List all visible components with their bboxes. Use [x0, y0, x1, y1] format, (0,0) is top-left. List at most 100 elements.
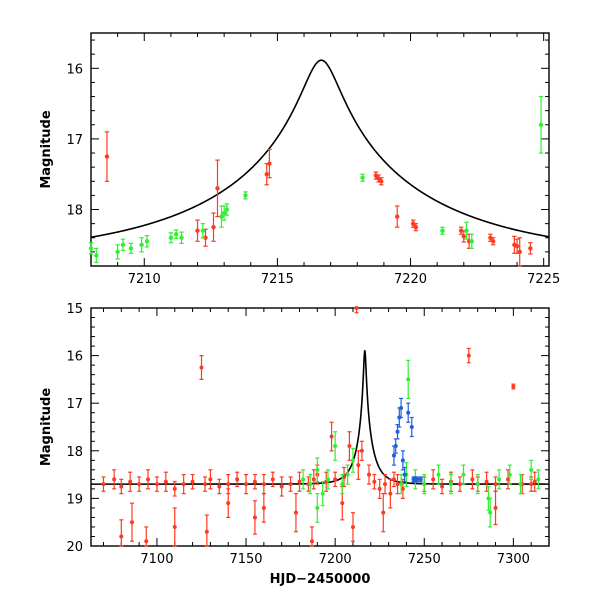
full-data-points [101, 306, 541, 547]
zoom-point-red [215, 159, 220, 218]
full-point-red [235, 471, 240, 488]
full-point-red [101, 476, 106, 492]
full-xtick-label: 7250 [408, 552, 441, 567]
zoom-point-red [379, 177, 384, 186]
full-point-green [448, 474, 453, 495]
zoom-point-red [458, 226, 464, 235]
full-point-red [493, 490, 498, 526]
full-point-red [252, 500, 257, 535]
full-panel: 7100 7150 7200 7250 7300 15 16 17 18 19 20 Magnitu… [39, 302, 550, 587]
zoom-point-green [94, 247, 99, 264]
full-point-red [297, 471, 302, 492]
zoom-xtick-label: 7210 [128, 272, 161, 287]
full-point-red [261, 474, 266, 495]
full-point-red [203, 476, 208, 492]
full-xtick-label: 7100 [140, 552, 173, 567]
zoom-panel-ticks: 7210 7215 7220 7225 16 17 18 [66, 33, 560, 287]
full-point-red [129, 502, 134, 542]
zoom-point-green [168, 232, 174, 244]
full-ytick-label: 18 [66, 445, 83, 460]
full-xtick-label: 7300 [497, 552, 530, 567]
full-point-green [507, 464, 512, 485]
full-point-red [356, 450, 361, 480]
zoom-point-green [174, 229, 179, 240]
zoom-point-red [528, 242, 533, 255]
full-point-red [208, 469, 213, 490]
full-point-green [529, 459, 534, 480]
full-point-red [288, 476, 293, 492]
full-point-red [119, 519, 124, 547]
full-point-blue [415, 476, 420, 483]
full-point-red [146, 469, 151, 490]
zoom-point-red [264, 163, 269, 186]
full-point-red [329, 421, 334, 452]
full-point-red [261, 493, 266, 523]
zoom-point-green [219, 205, 224, 228]
full-point-red [359, 440, 364, 461]
full-point-red [172, 481, 177, 497]
full-point-red [372, 474, 377, 490]
full-point-green [475, 474, 480, 495]
full-point-red [144, 526, 149, 547]
full-point-red [154, 476, 159, 492]
zoom-point-red [410, 219, 416, 228]
zoom-panel-frame [90, 32, 550, 267]
zoom-point-red [517, 237, 522, 267]
full-model-curve [91, 350, 549, 485]
full-point-red [190, 474, 195, 490]
zoom-point-green [440, 226, 445, 235]
zoom-data-points [88, 95, 544, 267]
full-point-red [137, 476, 142, 492]
full-point-blue [409, 416, 414, 438]
full-point-green [436, 464, 441, 485]
zoom-point-green [200, 223, 206, 239]
full-point-red [311, 469, 316, 490]
zoom-xtick-label: 7225 [527, 272, 560, 287]
full-x-axis-label: HJD−2450000 [270, 572, 371, 587]
full-point-green [518, 474, 523, 495]
full-y-axis-label: Magnitude [39, 388, 54, 467]
full-point-red [333, 471, 338, 488]
full-point-red [367, 464, 372, 485]
zoom-point-green [88, 242, 94, 255]
full-point-red [350, 512, 355, 542]
full-point-red [217, 478, 222, 495]
full-point-red [181, 474, 186, 495]
full-point-green [301, 469, 306, 490]
zoom-point-green [139, 237, 144, 253]
full-point-green [399, 474, 404, 495]
full-panel-ticks: 7100 7150 7200 7250 7300 15 16 17 18 19 20 [66, 302, 550, 567]
full-point-green [461, 464, 466, 485]
zoom-point-green [179, 231, 184, 245]
zoom-point-red [461, 230, 466, 243]
full-point-red [163, 471, 168, 492]
full-point-red [112, 469, 117, 490]
full-point-blue [406, 402, 411, 423]
zoom-point-green [243, 191, 248, 200]
full-point-red [470, 469, 475, 490]
zoom-xtick-label: 7220 [394, 272, 427, 287]
full-point-green [488, 497, 493, 528]
full-point-green [406, 359, 411, 400]
full-point-red [252, 474, 257, 490]
zoom-point-red [490, 237, 496, 246]
zoom-point-green [120, 238, 126, 252]
zoom-point-green [115, 244, 120, 260]
full-point-red [493, 476, 498, 492]
full-panel-frame [90, 307, 550, 547]
zoom-point-green [469, 233, 474, 249]
zoom-ytick-label: 16 [66, 62, 83, 77]
full-point-green [320, 481, 325, 507]
full-point-red [172, 507, 177, 547]
full-point-red [484, 471, 489, 492]
full-xtick-label: 7150 [229, 552, 262, 567]
full-point-red [226, 488, 231, 519]
zoom-point-green [128, 242, 134, 254]
full-point-red [270, 471, 275, 488]
zoom-point-green [360, 173, 365, 182]
full-point-red [309, 526, 314, 547]
full-point-red [431, 469, 436, 490]
full-point-green [333, 431, 338, 461]
full-point-red [381, 493, 386, 533]
